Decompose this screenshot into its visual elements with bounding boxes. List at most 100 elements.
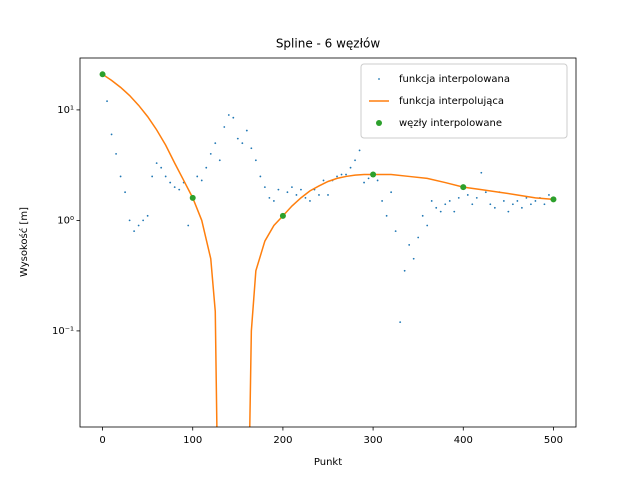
x-axis-label: Punkt	[314, 457, 342, 468]
x-tick-label: 0	[99, 435, 105, 446]
data-point	[354, 159, 356, 162]
data-point	[200, 179, 203, 182]
data-point	[439, 210, 442, 213]
marker	[189, 194, 196, 201]
data-point	[340, 173, 343, 176]
data-point	[448, 200, 451, 202]
marker	[370, 171, 377, 178]
axes-frame	[79, 57, 577, 428]
data-point	[385, 214, 388, 217]
data-point	[128, 219, 131, 222]
data-point	[318, 194, 320, 196]
legend-label: funkcja interpolująca	[399, 96, 504, 107]
marker	[460, 184, 467, 191]
data-point	[530, 203, 532, 206]
data-point	[516, 200, 519, 202]
data-point	[146, 214, 149, 217]
x-tick-label: 300	[364, 435, 383, 446]
data-point	[124, 191, 126, 194]
data-point	[304, 196, 307, 199]
data-point	[151, 175, 154, 178]
data-point	[457, 196, 460, 199]
data-point	[232, 116, 235, 119]
data-point	[300, 188, 302, 191]
data-point	[106, 100, 108, 103]
data-point	[475, 196, 478, 199]
legend-marker	[378, 78, 380, 80]
marker	[279, 212, 286, 219]
legend-marker	[376, 120, 382, 126]
data-point	[489, 203, 492, 206]
data-point	[466, 194, 469, 196]
data-point	[543, 203, 546, 206]
y-tick-label: 10¹	[57, 105, 74, 116]
data-point	[322, 179, 325, 182]
data-point	[426, 224, 429, 227]
data-point	[417, 236, 420, 239]
data-point	[480, 171, 483, 174]
y-axis-label: Wysokość [m]	[18, 207, 30, 277]
data-point	[309, 200, 311, 202]
data-point	[259, 175, 262, 178]
data-point	[399, 321, 402, 324]
data-point	[358, 149, 361, 152]
data-point	[272, 200, 275, 202]
data-point	[250, 147, 253, 150]
data-point	[327, 194, 329, 196]
data-point	[110, 133, 113, 136]
data-point	[511, 203, 514, 206]
legend-label: węzły interpolowane	[399, 118, 502, 129]
x-tick-label: 100	[183, 435, 202, 446]
data-point	[484, 191, 487, 194]
plot-area	[99, 71, 557, 427]
marker	[550, 196, 557, 203]
x-tick-label: 200	[273, 435, 292, 446]
data-point	[214, 142, 217, 145]
data-point	[241, 142, 244, 145]
data-point	[268, 196, 271, 199]
data-point	[196, 175, 199, 178]
x-tick-label: 400	[454, 435, 473, 446]
data-point	[412, 257, 415, 260]
data-point	[548, 194, 550, 196]
data-point	[209, 152, 212, 155]
data-point	[390, 191, 393, 194]
data-point	[295, 194, 298, 196]
data-point	[507, 210, 510, 213]
marker	[99, 71, 106, 78]
chart-title: Spline - 6 węzłów	[276, 37, 381, 51]
data-point	[336, 175, 338, 178]
data-point	[435, 206, 438, 209]
data-point	[421, 214, 424, 217]
data-point	[187, 224, 190, 227]
data-point	[218, 159, 221, 162]
data-point	[291, 186, 293, 189]
data-point	[115, 152, 117, 155]
data-point	[137, 224, 140, 227]
data-point	[160, 166, 163, 169]
data-point	[286, 191, 289, 194]
data-point	[227, 114, 230, 116]
data-point	[164, 175, 167, 178]
data-point	[403, 269, 406, 272]
data-point	[119, 175, 122, 178]
data-point	[525, 196, 528, 199]
x-tick-label: 500	[544, 435, 563, 446]
data-point	[133, 230, 136, 233]
data-point	[349, 166, 352, 169]
data-point	[173, 186, 176, 189]
data-point	[345, 173, 347, 176]
data-point	[155, 162, 158, 165]
legend-label: funkcja interpolowana	[399, 74, 510, 85]
data-point	[263, 186, 266, 189]
data-point	[367, 177, 370, 180]
data-point	[376, 179, 379, 182]
data-point	[534, 200, 537, 202]
data-point	[408, 244, 411, 246]
data-point	[471, 203, 474, 206]
data-point	[453, 210, 456, 213]
data-point	[205, 166, 208, 169]
y-tick-label: 10⁻¹	[52, 326, 74, 337]
y-tick-label: 10⁰	[57, 215, 74, 226]
